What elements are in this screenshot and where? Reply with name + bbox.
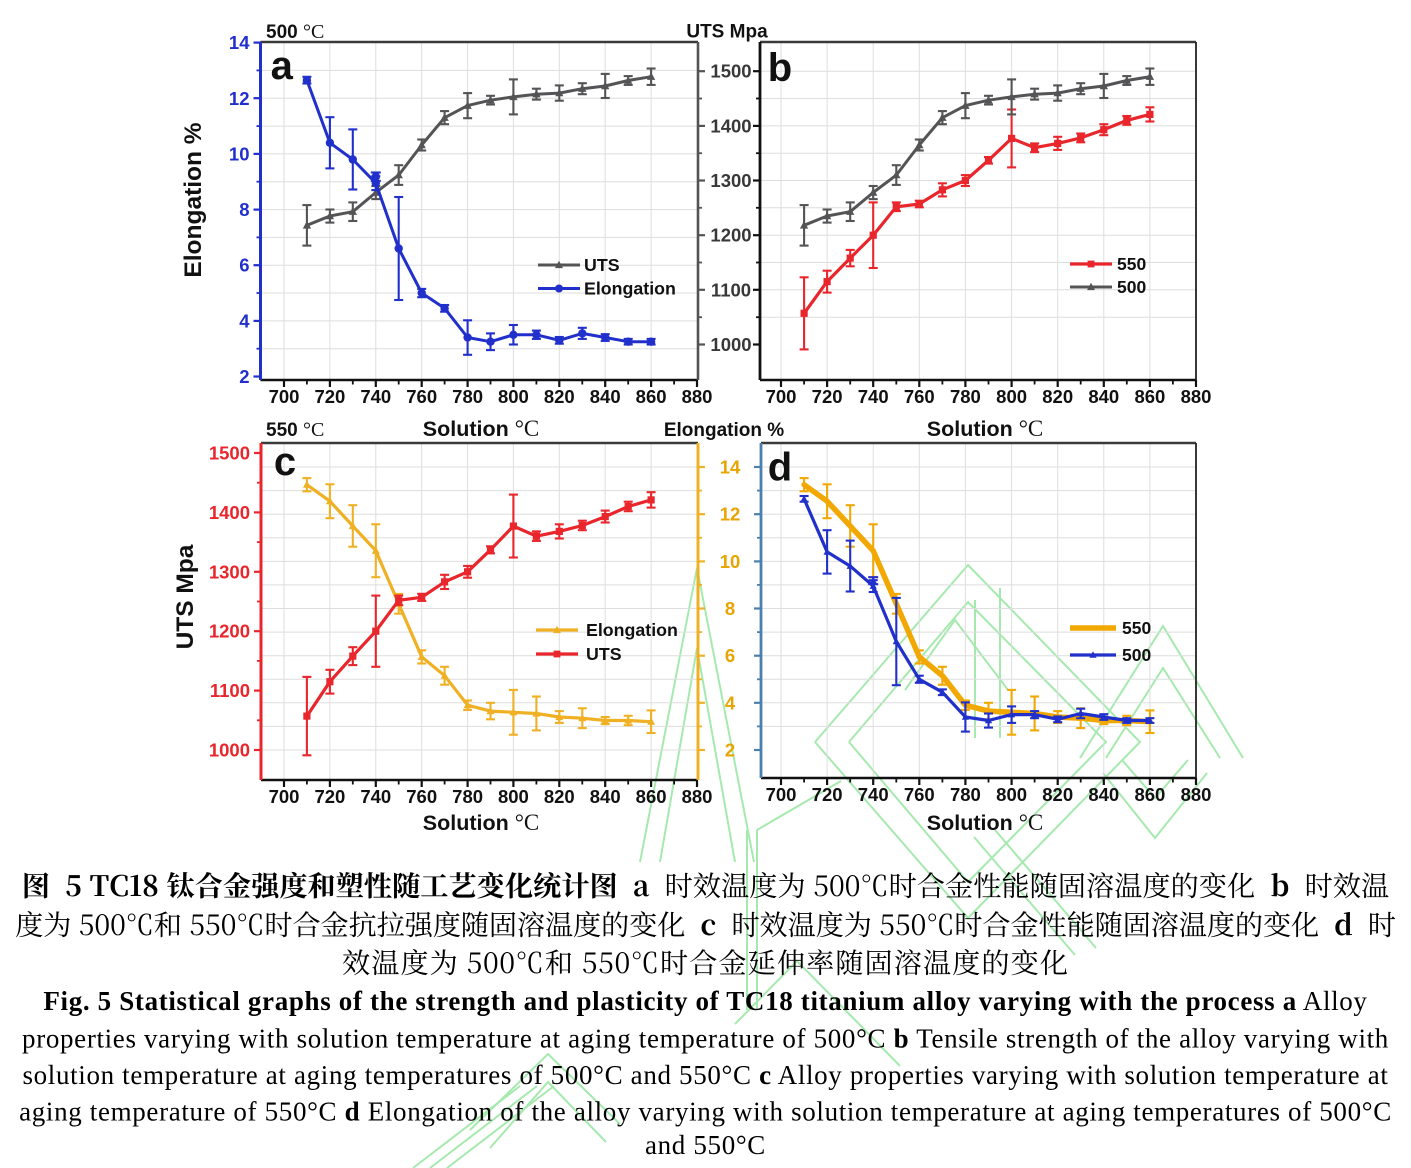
svg-text:Solution °C: Solution °C	[423, 810, 540, 835]
svg-text:1200: 1200	[209, 621, 250, 642]
svg-text:860: 860	[636, 786, 667, 807]
svg-text:UTS Mpa: UTS Mpa	[172, 544, 199, 649]
svg-text:Elongation: Elongation	[584, 279, 676, 299]
svg-text:840: 840	[590, 386, 621, 407]
svg-text:860: 860	[1134, 784, 1165, 805]
svg-text:1000: 1000	[710, 334, 751, 355]
svg-text:760: 760	[904, 784, 935, 805]
svg-text:UTS: UTS	[586, 644, 622, 664]
svg-text:800: 800	[996, 784, 1027, 805]
svg-text:and 550°C: and 550°C	[645, 1130, 766, 1160]
svg-text:Elongation %: Elongation %	[180, 122, 207, 277]
svg-text:740: 740	[360, 386, 391, 407]
svg-text:780: 780	[452, 386, 483, 407]
svg-text:700: 700	[269, 786, 300, 807]
svg-text:780: 780	[950, 784, 981, 805]
svg-text:UTS: UTS	[584, 255, 620, 275]
svg-text:820: 820	[544, 786, 575, 807]
svg-text:Solution °C: Solution °C	[927, 416, 1044, 441]
svg-text:UTS Mpa: UTS Mpa	[686, 22, 768, 43]
svg-text:1300: 1300	[710, 170, 751, 191]
svg-text:1000: 1000	[209, 740, 250, 761]
svg-text:840: 840	[1088, 784, 1119, 805]
svg-text:Elongation %: Elongation %	[664, 420, 784, 441]
svg-text:700: 700	[269, 386, 300, 407]
svg-text:550: 550	[1122, 618, 1151, 638]
svg-text:Elongation: Elongation	[586, 620, 678, 640]
svg-text:840: 840	[1088, 386, 1119, 407]
svg-text:10: 10	[229, 143, 250, 164]
svg-text:12: 12	[229, 88, 250, 109]
svg-text:1400: 1400	[209, 502, 250, 523]
svg-text:880: 880	[682, 786, 713, 807]
svg-text:720: 720	[314, 386, 345, 407]
svg-text:1200: 1200	[710, 225, 751, 246]
svg-text:550: 550	[1117, 254, 1146, 274]
svg-text:8: 8	[725, 598, 735, 619]
svg-text:760: 760	[406, 386, 437, 407]
svg-text:1100: 1100	[210, 680, 250, 701]
svg-text:760: 760	[406, 786, 437, 807]
svg-text:b: b	[768, 46, 792, 90]
svg-text:780: 780	[452, 786, 483, 807]
svg-text:Solution °C: Solution °C	[423, 416, 540, 441]
svg-text:1100: 1100	[711, 279, 751, 300]
svg-text:Solution °C: Solution °C	[927, 810, 1044, 835]
svg-text:4: 4	[239, 310, 250, 331]
svg-text:solution temperature at aging: solution temperature at aging temperatur…	[22, 1060, 1388, 1090]
svg-text:740: 740	[858, 784, 889, 805]
svg-text:800: 800	[498, 386, 529, 407]
svg-text:800: 800	[996, 386, 1027, 407]
svg-text:720: 720	[812, 386, 843, 407]
svg-text:1400: 1400	[710, 115, 751, 136]
svg-text:8: 8	[239, 199, 249, 220]
svg-text:700: 700	[766, 386, 797, 407]
svg-text:c: c	[274, 440, 296, 484]
svg-text:14: 14	[229, 32, 250, 53]
svg-text:properties varying with soluti: properties varying with solution tempera…	[22, 1024, 1389, 1054]
svg-text:2: 2	[239, 366, 249, 387]
svg-text:800: 800	[498, 786, 529, 807]
svg-text:10: 10	[720, 551, 741, 572]
svg-text:2: 2	[725, 740, 735, 761]
svg-text:6: 6	[725, 645, 735, 666]
svg-text:6: 6	[239, 255, 249, 276]
svg-text:880: 880	[682, 386, 713, 407]
svg-text:500: 500	[1122, 645, 1151, 665]
svg-text:14: 14	[720, 457, 741, 478]
svg-text:a: a	[271, 44, 294, 88]
svg-text:500 °C: 500 °C	[266, 21, 324, 43]
svg-text:760: 760	[904, 386, 935, 407]
svg-text:820: 820	[1042, 784, 1073, 805]
svg-text:1300: 1300	[209, 561, 250, 582]
svg-text:12: 12	[720, 504, 741, 525]
svg-text:aging temperature of 550°C d E: aging temperature of 550°C d Elongation …	[19, 1097, 1392, 1127]
svg-text:720: 720	[314, 786, 345, 807]
svg-text:d: d	[768, 446, 792, 490]
svg-text:880: 880	[1181, 784, 1212, 805]
svg-text:880: 880	[1181, 386, 1212, 407]
svg-text:500: 500	[1117, 277, 1146, 297]
svg-text:Fig. 5 Statistical graphs of t: Fig. 5 Statistical graphs of the strengt…	[43, 986, 1367, 1016]
svg-text:740: 740	[360, 786, 391, 807]
svg-text:700: 700	[766, 784, 797, 805]
svg-text:820: 820	[544, 386, 575, 407]
svg-text:4: 4	[725, 692, 736, 713]
svg-text:820: 820	[1042, 386, 1073, 407]
svg-text:860: 860	[1134, 386, 1165, 407]
svg-text:1500: 1500	[710, 61, 751, 82]
svg-text:550 °C: 550 °C	[266, 419, 324, 441]
svg-text:740: 740	[858, 386, 889, 407]
svg-text:1500: 1500	[209, 443, 250, 464]
svg-text:780: 780	[950, 386, 981, 407]
svg-text:840: 840	[590, 786, 621, 807]
svg-text:720: 720	[812, 784, 843, 805]
svg-text:860: 860	[636, 386, 667, 407]
